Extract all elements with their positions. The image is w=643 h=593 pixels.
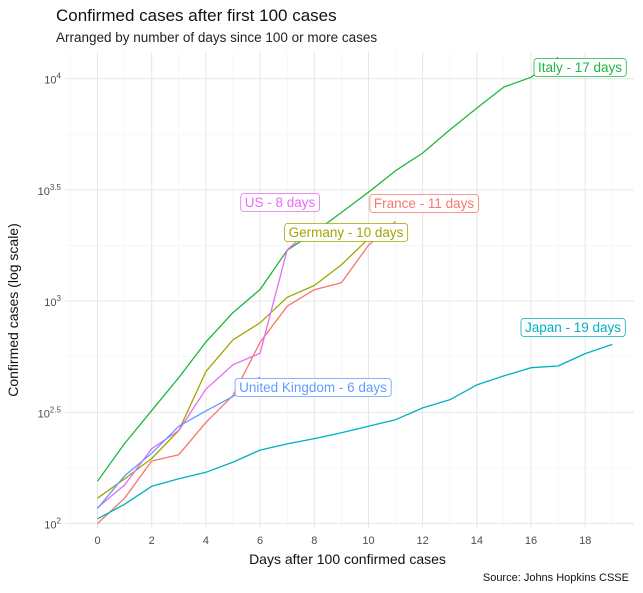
direct-labels: Italy - 17 days Germany - 10 days France -… — [234, 58, 627, 397]
label-text: Japan - 19 days — [525, 320, 621, 335]
label-box — [369, 194, 479, 213]
x-tick-label: 14 — [471, 535, 483, 547]
label-box — [284, 223, 409, 242]
x-tick-label: 0 — [94, 535, 100, 547]
series-line-united-kingdom — [97, 376, 261, 509]
label-text: Germany - 10 days — [289, 225, 404, 240]
x-tick-label: 8 — [311, 535, 317, 547]
y-axis-title: Confirmed cases (log scale) — [5, 223, 21, 397]
series-line-italy — [96, 56, 559, 482]
label-text: United Kingdom - 6 days — [239, 380, 387, 395]
y-tick-label: 103 — [44, 294, 61, 309]
chart-subtitle: Arranged by number of days since 100 or … — [56, 30, 378, 45]
x-tick-label: 12 — [417, 535, 429, 547]
y-tick-label: 103.5 — [38, 183, 62, 198]
x-tick-label: 18 — [579, 535, 591, 547]
series-label-japan: Japan - 19 days — [520, 318, 626, 337]
x-axis-ticks: 0 2 4 6 8 10 12 14 16 18 — [94, 535, 591, 547]
label-text: US - 8 days — [245, 195, 316, 210]
x-tick-label: 10 — [362, 535, 374, 547]
label-text: Italy - 17 days — [538, 60, 622, 75]
series-label-united-kingdom: United Kingdom - 6 days — [234, 378, 392, 397]
major-gridlines — [65, 52, 634, 528]
x-tick-label: 6 — [257, 535, 263, 547]
series-line-us — [97, 225, 315, 509]
series-label-germany: Germany - 10 days — [284, 223, 409, 242]
series-label-france: France - 11 days — [369, 194, 479, 213]
x-tick-label: 16 — [525, 535, 537, 547]
series-label-italy: Italy - 17 days — [533, 58, 627, 77]
source-caption: Source: Johns Hopkins CSSE — [482, 572, 629, 584]
label-box — [533, 58, 627, 77]
minor-gridlines — [65, 52, 634, 528]
series-line-germany — [97, 238, 369, 499]
series-lines — [96, 56, 613, 525]
y-tick-label: 102.5 — [38, 405, 62, 420]
label-box — [234, 378, 392, 397]
y-axis-ticks: 102 102.5 103 103.5 104 — [38, 72, 62, 532]
y-tick-label: 104 — [44, 72, 61, 87]
x-tick-label: 4 — [203, 535, 209, 547]
x-axis-title: Days after 100 confirmed cases — [249, 551, 446, 567]
label-box — [520, 318, 626, 337]
series-label-us: US - 8 days — [240, 193, 320, 212]
series-line-france — [97, 221, 397, 525]
series-line-japan — [97, 343, 613, 520]
y-tick-label: 102 — [44, 517, 61, 532]
label-text: France - 11 days — [374, 196, 475, 211]
chart-title: Confirmed cases after first 100 cases — [56, 6, 337, 25]
label-box — [240, 193, 320, 212]
x-tick-label: 2 — [149, 535, 155, 547]
